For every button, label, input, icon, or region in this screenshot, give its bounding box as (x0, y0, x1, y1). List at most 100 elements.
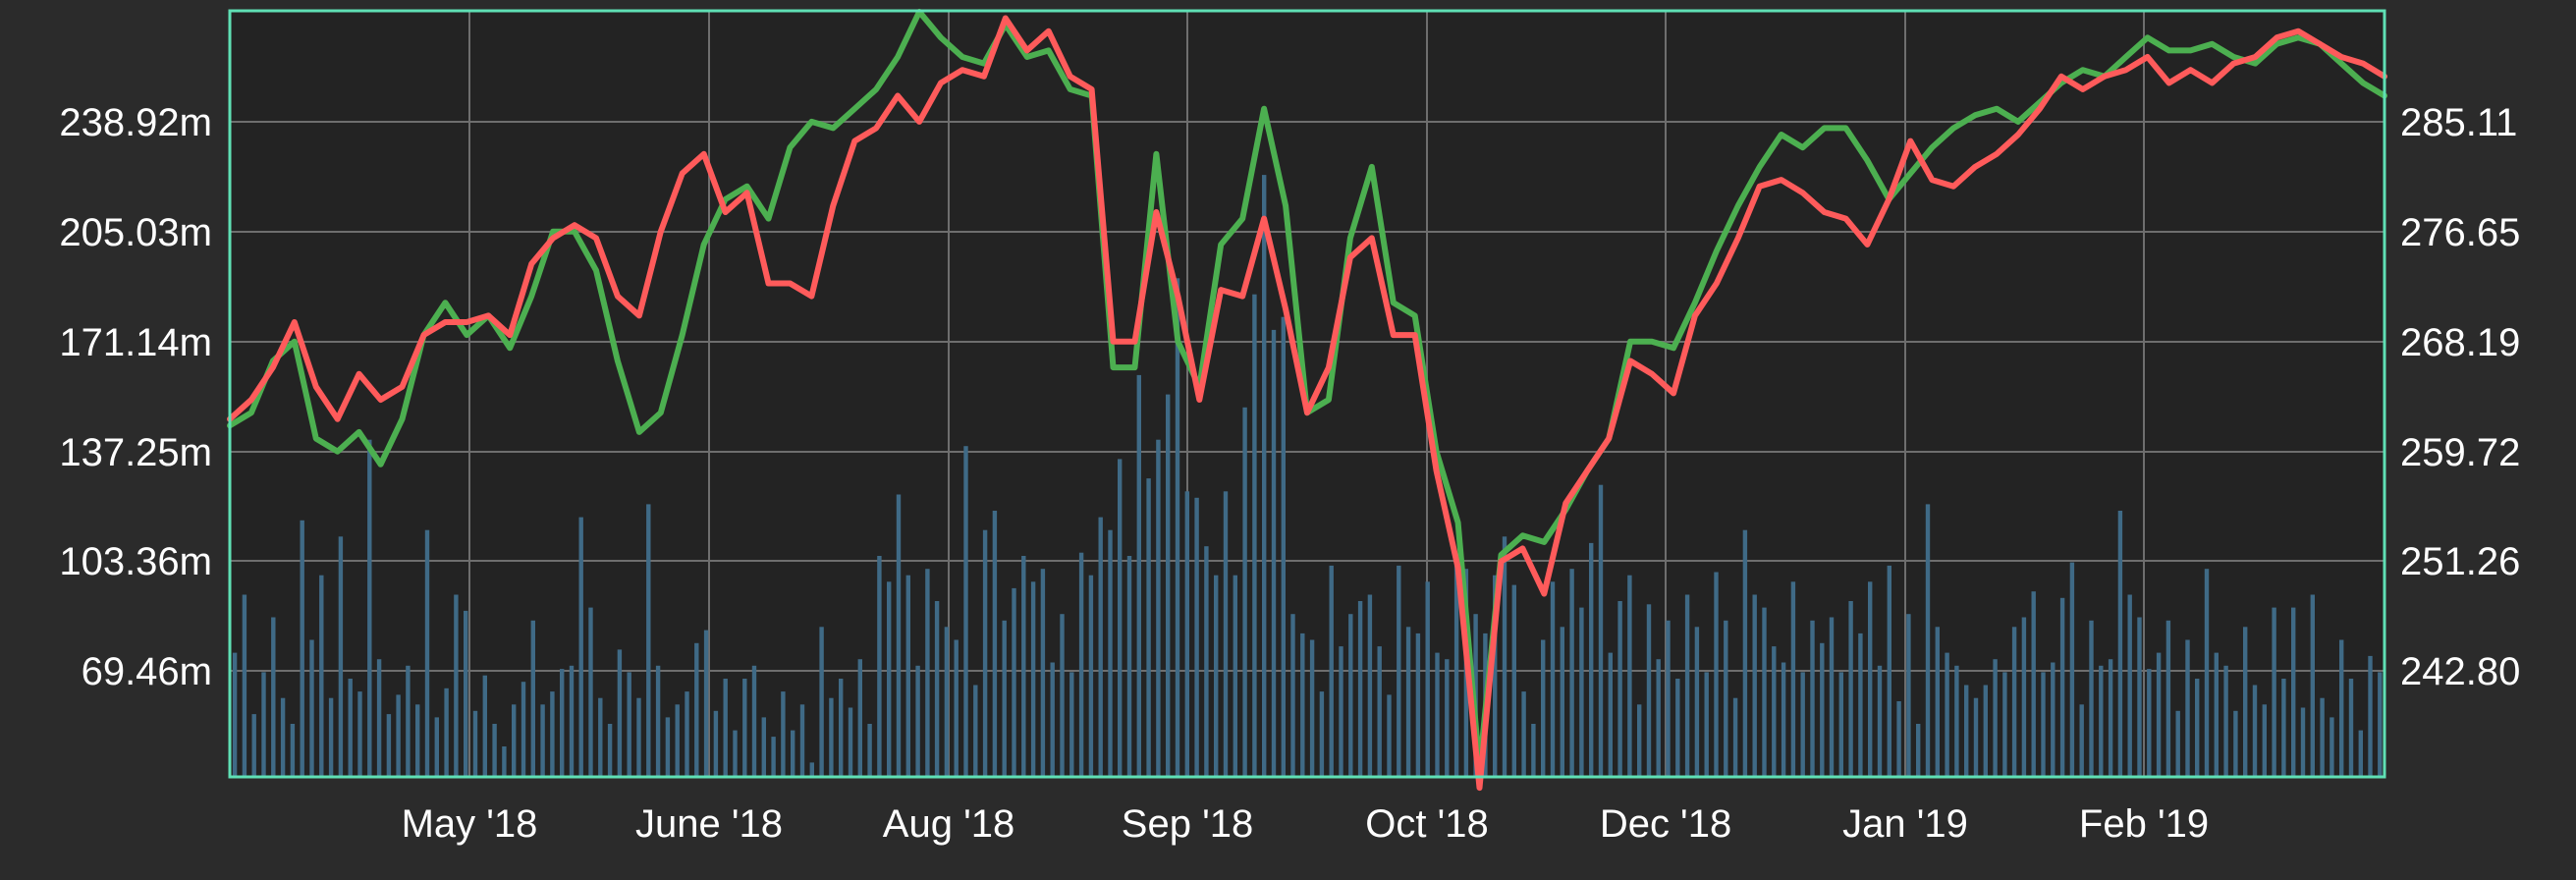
volume-bar (655, 665, 661, 777)
volume-bar (781, 691, 786, 777)
volume-bar (944, 627, 950, 777)
volume-bar (2021, 617, 2027, 777)
volume-bar (1935, 627, 1940, 777)
volume-bar (2358, 730, 2363, 777)
x-tick-label: June '18 (635, 802, 783, 846)
volume-bars (232, 175, 2383, 778)
volume-bar (2031, 591, 2036, 777)
volume-bar (1579, 607, 1584, 777)
volume-bar (2378, 672, 2383, 777)
volume-bar (905, 575, 910, 777)
volume-bar (1772, 646, 1777, 777)
volume-bar (1732, 697, 1738, 777)
volume-bar (434, 717, 439, 777)
volume-bar (2195, 679, 2200, 777)
volume-bar (733, 730, 738, 777)
volume-bar (1098, 517, 1103, 777)
volume-bar (2252, 685, 2258, 777)
volume-bar (1954, 665, 1959, 777)
volume-bar (444, 688, 449, 777)
volume-bar (1108, 529, 1113, 777)
right-tick-label: 259.72 (2400, 431, 2520, 474)
volume-bar (1262, 175, 1267, 778)
volume-bar (1675, 679, 1680, 777)
right-tick-label: 285.11 (2400, 101, 2517, 144)
volume-bar (1156, 439, 1161, 777)
x-axis: May '18 June '18 Aug '18 Sep '18 Oct '18 Dec … (402, 802, 2209, 846)
volume-bar (1945, 652, 1949, 777)
volume-bar (829, 697, 834, 777)
volume-bar (464, 610, 468, 777)
volume-bar (2348, 679, 2354, 777)
volume-bar (2243, 627, 2248, 777)
left-tick-label: 103.36m (59, 540, 212, 583)
volume-bar (560, 669, 565, 777)
volume-bar (550, 691, 555, 777)
volume-bar (819, 627, 824, 777)
volume-bar (1838, 672, 1843, 777)
volume-bar (1118, 459, 1123, 777)
volume-bar (1281, 316, 1286, 777)
volume-bar (2117, 511, 2123, 777)
volume-bar (396, 694, 401, 777)
volume-bar (1964, 685, 1969, 777)
volume-bar (1194, 497, 1199, 777)
volume-bar (896, 494, 902, 777)
volume-bar (2339, 639, 2344, 777)
volume-bar (1666, 620, 1671, 777)
right-tick-label: 242.80 (2400, 650, 2520, 693)
volume-bar (1078, 552, 1084, 777)
left-y-axis: 238.92m 205.03m 171.14m 137.25m 103.36m 69.46… (59, 101, 212, 693)
left-tick-label: 171.14m (59, 321, 212, 364)
volume-bar (1502, 536, 1507, 777)
volume-bar (771, 737, 776, 777)
right-y-axis: 285.11 276.65 268.19 259.72 251.26 242.80 (2400, 101, 2520, 693)
volume-bar (1493, 575, 1498, 777)
volume-bar (1800, 672, 1805, 777)
right-tick-label: 276.65 (2400, 211, 2520, 254)
volume-bar (2089, 620, 2094, 777)
volume-bar (472, 710, 478, 777)
volume-bar (1088, 575, 1094, 777)
volume-bar (1637, 704, 1642, 777)
volume-bar (521, 682, 526, 777)
volume-bar (742, 679, 747, 777)
volume-bar (309, 639, 314, 777)
right-tick-label: 251.26 (2400, 540, 2520, 583)
volume-bar (261, 672, 266, 777)
volume-bar (2272, 607, 2276, 777)
volume-bar (376, 659, 382, 777)
volume-bar (1146, 478, 1151, 777)
volume-bar (646, 504, 651, 777)
volume-bar (1790, 581, 1796, 777)
volume-bar (2233, 710, 2238, 777)
volume-bar (1136, 374, 1141, 777)
volume-bar (1300, 632, 1305, 777)
volume-bar (713, 710, 719, 777)
volume-bar (2262, 704, 2267, 777)
volume-bar (1126, 556, 1132, 777)
volume-bar (1656, 659, 1661, 777)
volume-bar (2175, 710, 2180, 777)
volume-bar (607, 724, 613, 777)
volume-bar (1896, 701, 1901, 777)
volume-bar (1030, 581, 1036, 777)
volume-bar (1242, 407, 1247, 777)
volume-bar (2300, 707, 2306, 777)
volume-bar (2069, 562, 2075, 777)
series-line-red (227, 15, 2387, 792)
volume-bar (348, 679, 353, 777)
volume-bar (675, 704, 680, 777)
volume-bar (242, 594, 247, 777)
volume-bar (588, 607, 593, 777)
volume-bar (2185, 639, 2190, 777)
volume-bar (1550, 581, 1556, 777)
volume-bar (2165, 620, 2171, 777)
volume-bar (1521, 691, 1526, 777)
x-tick-label: Aug '18 (883, 802, 1014, 846)
volume-bar (1820, 642, 1825, 777)
volume-bar (703, 630, 709, 777)
volume-bar (1377, 646, 1382, 777)
volume-bar (1694, 627, 1700, 777)
volume-bar (992, 511, 998, 777)
